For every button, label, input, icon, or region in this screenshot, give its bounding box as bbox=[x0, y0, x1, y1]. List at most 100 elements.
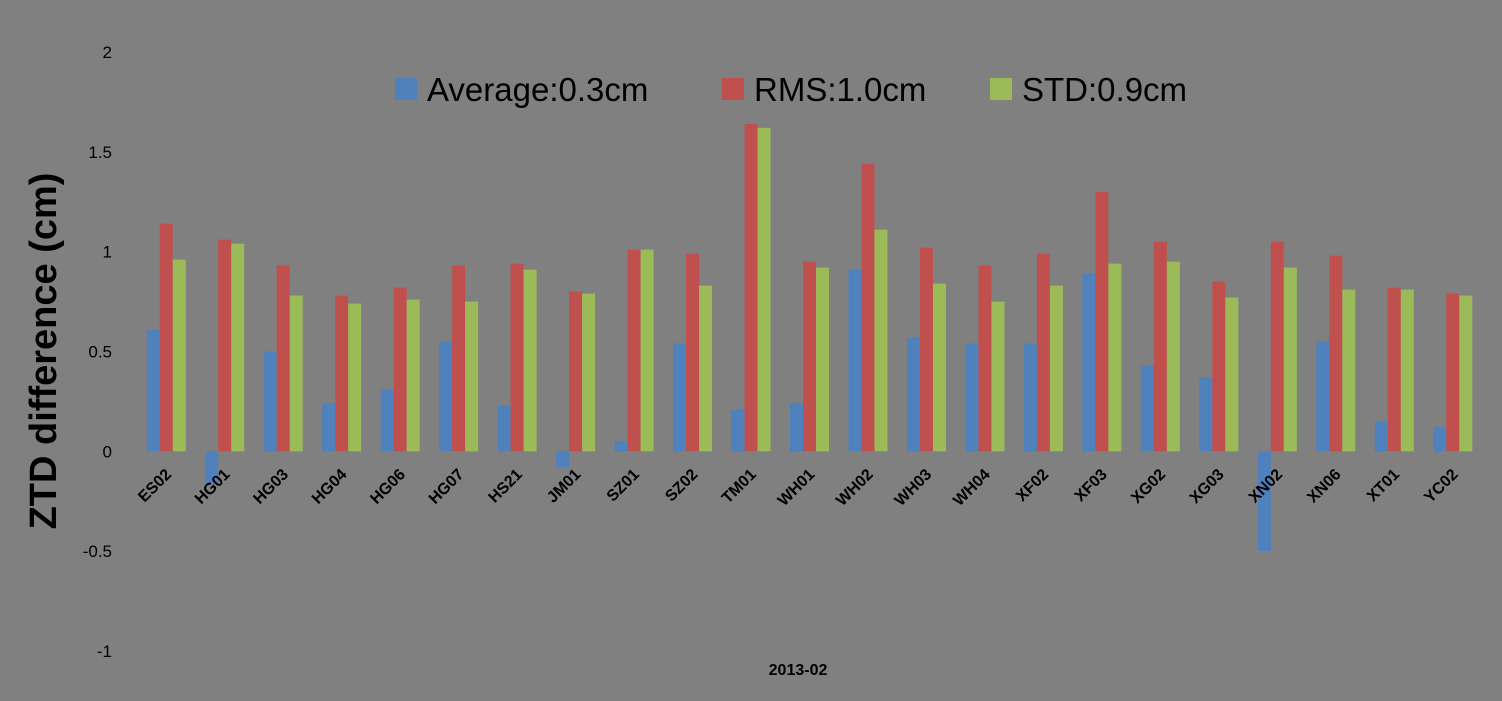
bar-hg01-series-0 bbox=[205, 451, 219, 484]
bar-es02-series-2 bbox=[172, 259, 186, 452]
y-tick-label: 0.5 bbox=[88, 343, 112, 362]
category-label: ES02 bbox=[135, 466, 175, 506]
y-axis-ticks: -1 -0.5 0 0.5 1 1.5 2 bbox=[83, 43, 112, 661]
bar-sz01-series-1 bbox=[627, 249, 641, 452]
bar-xg02-series-0 bbox=[1140, 365, 1154, 452]
bar-wh01-series-1 bbox=[803, 261, 816, 452]
bar-wh03-series-2 bbox=[932, 283, 946, 452]
bar-jm01-series-1 bbox=[569, 291, 583, 452]
bar-xg03-series-1 bbox=[1212, 281, 1226, 452]
bar-xf03-series-2 bbox=[1108, 263, 1122, 452]
bar-hs21-series-2 bbox=[523, 269, 537, 452]
category-label: SZ02 bbox=[662, 466, 701, 505]
bar-hg01-series-2 bbox=[231, 243, 245, 452]
category-label: WH01 bbox=[775, 466, 819, 510]
category-label: XF02 bbox=[1013, 466, 1052, 505]
bar-sz01-series-2 bbox=[640, 249, 654, 452]
bar-hg01-series-1 bbox=[218, 239, 232, 452]
bar-hg07-series-0 bbox=[439, 341, 453, 452]
bar-wh03-series-0 bbox=[906, 337, 920, 452]
bar-wh01-series-0 bbox=[790, 403, 803, 452]
bar-yc02-series-0 bbox=[1433, 427, 1447, 452]
bar-xf02-series-0 bbox=[1023, 343, 1037, 452]
bar-xt01-series-1 bbox=[1387, 287, 1401, 452]
legend-swatch bbox=[990, 78, 1012, 100]
y-tick-label: 0 bbox=[103, 442, 112, 461]
bar-hg03-series-0 bbox=[263, 351, 277, 452]
category-label: XF03 bbox=[1072, 466, 1111, 505]
bar-hg07-series-2 bbox=[465, 301, 479, 452]
category-label: HG06 bbox=[367, 466, 409, 508]
legend-label: RMS:1.0cm bbox=[754, 71, 926, 108]
bar-tm01-series-1 bbox=[744, 123, 758, 452]
bar-sz02-series-0 bbox=[673, 343, 687, 452]
bar-xn02-series-1 bbox=[1270, 241, 1284, 452]
y-tick-label: 1.5 bbox=[88, 143, 112, 162]
bar-xn02-series-2 bbox=[1283, 267, 1297, 452]
bar-hg03-series-2 bbox=[289, 295, 303, 452]
category-label: WH02 bbox=[833, 466, 877, 510]
bar-tm01-series-2 bbox=[757, 127, 771, 452]
bar-wh04-series-0 bbox=[965, 343, 979, 452]
bar-hg06-series-1 bbox=[393, 287, 407, 452]
bar-hg06-series-0 bbox=[380, 389, 394, 452]
bar-xf03-series-0 bbox=[1082, 273, 1096, 452]
category-label: HG04 bbox=[309, 466, 351, 508]
bar-hg04-series-0 bbox=[322, 403, 336, 452]
category-label: WH03 bbox=[892, 466, 936, 510]
bar-wh02-series-2 bbox=[874, 229, 888, 452]
bar-xn06-series-0 bbox=[1316, 341, 1330, 452]
bar-xg02-series-2 bbox=[1166, 261, 1180, 452]
y-tick-label: 2 bbox=[103, 43, 112, 62]
bar-xt01-series-0 bbox=[1374, 421, 1388, 452]
bar-yc02-series-1 bbox=[1446, 293, 1460, 452]
legend-label: Average:0.3cm bbox=[427, 71, 648, 108]
category-label: JM01 bbox=[544, 466, 584, 506]
bar-wh02-series-0 bbox=[848, 269, 862, 452]
bar-wh04-series-2 bbox=[991, 301, 1005, 452]
category-label: XN06 bbox=[1304, 466, 1344, 506]
y-tick-label: 1 bbox=[103, 243, 112, 262]
bar-xf03-series-1 bbox=[1095, 191, 1109, 452]
bar-xg03-series-2 bbox=[1225, 297, 1239, 452]
y-axis-title: ZTD difference (cm) bbox=[23, 173, 65, 530]
category-label: XG03 bbox=[1187, 466, 1228, 507]
bar-xn02-series-0 bbox=[1257, 451, 1271, 552]
bar-hs21-series-1 bbox=[510, 263, 524, 452]
category-label: TM01 bbox=[719, 466, 760, 507]
bar-xn06-series-1 bbox=[1329, 255, 1343, 452]
bar-sz01-series-0 bbox=[614, 441, 628, 452]
bar-hg07-series-1 bbox=[452, 265, 466, 452]
bar-hg04-series-2 bbox=[348, 303, 362, 452]
category-label: WH04 bbox=[950, 466, 994, 510]
legend: Average:0.3cm RMS:1.0cm STD:0.9cm bbox=[395, 71, 1187, 108]
category-label: HG03 bbox=[250, 466, 292, 508]
bar-xg03-series-0 bbox=[1199, 377, 1213, 452]
bar-sz02-series-2 bbox=[699, 285, 713, 452]
bar-wh01-series-2 bbox=[816, 267, 829, 452]
category-label: XG02 bbox=[1128, 466, 1169, 507]
category-label: SZ01 bbox=[604, 466, 643, 505]
bar-hs21-series-0 bbox=[497, 405, 511, 452]
category-label: HS21 bbox=[486, 466, 526, 506]
x-axis-title: 2013-02 bbox=[769, 662, 828, 679]
bar-jm01-series-0 bbox=[556, 451, 570, 468]
legend-swatch bbox=[722, 78, 744, 100]
bar-es02-series-0 bbox=[146, 329, 160, 452]
category-label: YC02 bbox=[1421, 466, 1461, 506]
bar-sz02-series-1 bbox=[686, 253, 700, 452]
bar-xg02-series-1 bbox=[1153, 241, 1167, 452]
y-tick-label: -1 bbox=[97, 642, 112, 661]
bar-wh04-series-1 bbox=[978, 265, 992, 452]
bar-hg04-series-1 bbox=[335, 295, 349, 452]
bar-tm01-series-0 bbox=[731, 409, 745, 452]
category-label: XT01 bbox=[1364, 466, 1403, 505]
bar-es02-series-1 bbox=[159, 223, 173, 452]
bar-xn06-series-2 bbox=[1342, 289, 1356, 452]
legend-label: STD:0.9cm bbox=[1022, 71, 1187, 108]
bar-yc02-series-2 bbox=[1459, 295, 1473, 452]
category-label: HG07 bbox=[426, 466, 468, 508]
bar-wh03-series-1 bbox=[919, 247, 933, 452]
